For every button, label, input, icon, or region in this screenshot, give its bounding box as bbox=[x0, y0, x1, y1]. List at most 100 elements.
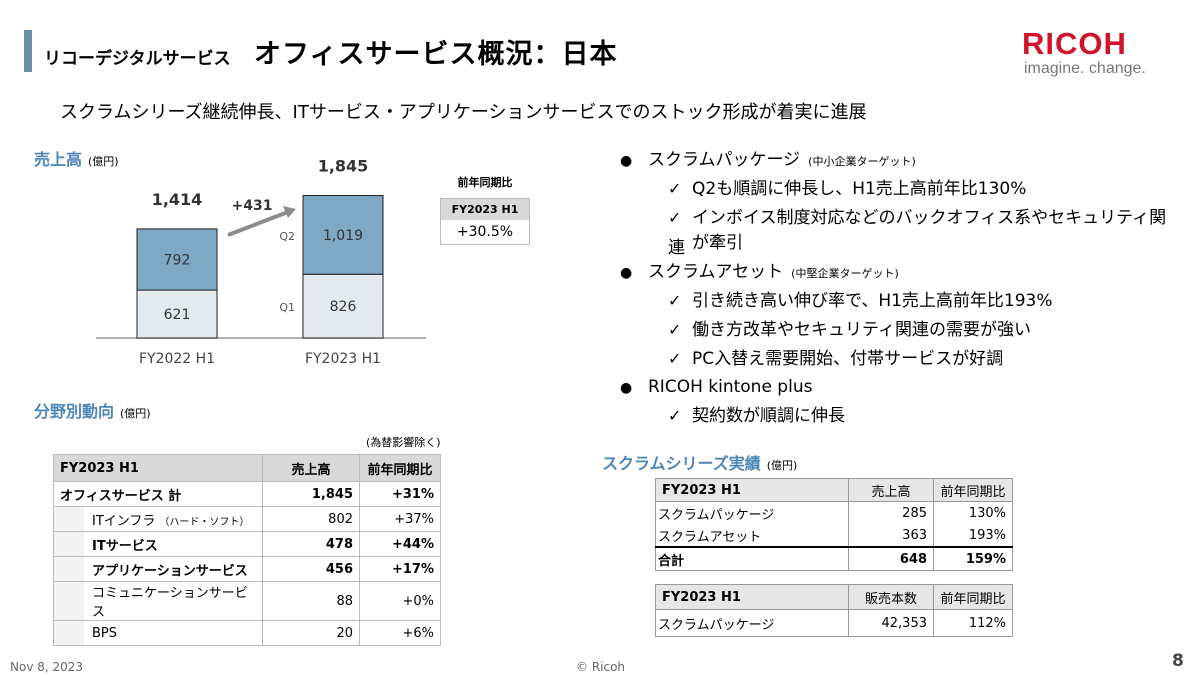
bullet-note: (中堅企業ターゲット) bbox=[791, 267, 899, 280]
table-row: ITインフラ （ハード・ソフト） 802 +37% bbox=[53, 506, 441, 532]
header-yoy: 前年同期比 bbox=[359, 454, 441, 482]
check-icon: ✓ bbox=[668, 291, 682, 310]
delta-arrow-line bbox=[227, 210, 289, 237]
check-item: が牽引 bbox=[620, 232, 1180, 258]
row-units: 42,353 bbox=[848, 609, 934, 637]
bullet-dot-icon: ● bbox=[620, 265, 633, 281]
page-number: 8 bbox=[1172, 651, 1184, 671]
table-row: アプリケーションサービス 456 +17% bbox=[53, 556, 441, 582]
bar-total-1: 1,845 bbox=[318, 160, 369, 176]
scrum-table-header: FY2023 H1 売上高 前年同期比 bbox=[655, 478, 1013, 502]
bar-q2-1 bbox=[302, 195, 384, 275]
segment-title-text: 分野別動向 bbox=[34, 402, 115, 421]
check-item: ✓ 働き方改革やセキュリティ関連の需要が強い bbox=[620, 315, 1180, 344]
footer-copyright: © Ricoh bbox=[576, 660, 626, 674]
row-label: アプリケーションサービス bbox=[53, 556, 263, 582]
segment-section-title: 分野別動向 (億円) bbox=[34, 398, 151, 422]
header-yoy: 前年同期比 bbox=[933, 478, 1013, 502]
bar-label-q2-1: 1,019 bbox=[323, 228, 363, 244]
row-yoy: +6% bbox=[359, 620, 441, 646]
row-label-text: ITサービス bbox=[92, 538, 158, 554]
bullet-dot-icon: ● bbox=[620, 380, 633, 396]
scrum-results-table: FY2023 H1 売上高 前年同期比 スクラムパッケージ 285 130% スクラムアセッ… bbox=[655, 478, 1013, 571]
row-label: BPS bbox=[53, 620, 263, 646]
title-accent-bar bbox=[24, 30, 32, 72]
row-yoy: +0% bbox=[359, 581, 441, 621]
row-label-text: ITインフラ bbox=[92, 513, 156, 529]
row-sublabel: （ハード・ソフト） bbox=[159, 516, 250, 528]
yoy-box-header: 前年同期比 bbox=[457, 176, 513, 189]
category-label-0: FY2022 H1 bbox=[139, 351, 215, 367]
page-title: オフィスサービス概況：日本 bbox=[254, 39, 618, 70]
fx-note: (為替影響除く) bbox=[366, 436, 441, 449]
row-label-text: コミュニケーションサービス bbox=[92, 586, 248, 620]
check-icon: ✓ bbox=[668, 406, 682, 425]
bar-label-q1-1: 826 bbox=[330, 299, 357, 315]
header-sales: 売上高 bbox=[262, 454, 360, 482]
row-label: オフィスサービス 計 bbox=[53, 481, 263, 507]
row-label: コミュニケーションサービス bbox=[53, 581, 263, 621]
row-sales: 648 bbox=[848, 546, 934, 571]
row-yoy: 193% bbox=[933, 524, 1013, 547]
category-label-1: FY2023 H1 bbox=[305, 351, 381, 367]
check-text: 引き続き高い伸び率で、H1売上高前年比193% bbox=[692, 291, 1053, 311]
row-sales: 478 bbox=[262, 531, 360, 557]
segment-unit: (億円) bbox=[120, 407, 151, 420]
row-yoy: +31% bbox=[359, 481, 441, 507]
row-label: ITインフラ （ハード・ソフト） bbox=[53, 506, 263, 532]
row-yoy: +17% bbox=[359, 556, 441, 582]
check-text: PC入替え需要開始、付帯サービスが好調 bbox=[692, 349, 1004, 369]
sales-unit: (億円) bbox=[88, 155, 119, 168]
row-yoy: 112% bbox=[933, 609, 1013, 637]
bullet-note: (中小企業ターゲット) bbox=[808, 155, 916, 168]
check-text: インボイス制度対応などのバックオフィス系やセキュリティ関連 bbox=[668, 208, 1167, 258]
row-sales: 285 bbox=[848, 501, 934, 524]
table-row: BPS 20 +6% bbox=[53, 620, 441, 646]
bar-label-q1-0: 621 bbox=[164, 307, 191, 323]
row-sales: 88 bbox=[262, 581, 360, 621]
check-icon: ✓ bbox=[668, 349, 682, 368]
row-sales: 20 bbox=[262, 620, 360, 646]
header-units: 販売本数 bbox=[848, 584, 934, 610]
check-item: ✓ 契約数が順調に伸長 bbox=[620, 401, 1180, 430]
header-period: FY2023 H1 bbox=[53, 454, 263, 482]
yoy-box-period: FY2023 H1 bbox=[441, 199, 529, 220]
check-item: ✓ PC入替え需要開始、付帯サービスが好調 bbox=[620, 344, 1180, 373]
check-text: 働き方改革やセキュリティ関連の需要が強い bbox=[692, 320, 1031, 340]
row-yoy: +37% bbox=[359, 506, 441, 532]
yoy-box-value: +30.5% bbox=[456, 224, 514, 240]
row-sales: 802 bbox=[262, 506, 360, 532]
segment-table-header: FY2023 H1 売上高 前年同期比 bbox=[53, 454, 441, 482]
bar-q1-0 bbox=[136, 289, 218, 339]
row-yoy: 130% bbox=[933, 501, 1013, 524]
header-sales: 売上高 bbox=[848, 478, 934, 502]
table-row: コミュニケーションサービス 88 +0% bbox=[53, 581, 441, 621]
check-text: Q2も順調に伸長し、H1売上高前年比130% bbox=[692, 179, 1027, 199]
header-yoy: 前年同期比 bbox=[933, 584, 1013, 610]
check-item: ✓ Q2も順調に伸長し、H1売上高前年比130% bbox=[620, 174, 1180, 203]
scrum-units-table: FY2023 H1 販売本数 前年同期比 スクラムパッケージ 42,353 112% bbox=[655, 584, 1013, 637]
row-label: 合計 bbox=[655, 546, 849, 571]
bar-q1-1 bbox=[302, 273, 384, 339]
page-subtitle: リコーデジタルサービス bbox=[44, 49, 231, 69]
table-row: オフィスサービス 計 1,845 +31% bbox=[53, 481, 441, 507]
row-label: スクラムパッケージ bbox=[655, 609, 849, 637]
check-item: ✓ インボイス制度対応などのバックオフィス系やセキュリティ関連 bbox=[620, 203, 1180, 258]
row-sales: 456 bbox=[262, 556, 360, 582]
row-yoy: 159% bbox=[933, 546, 1013, 571]
series-label-q1: Q1 bbox=[279, 301, 295, 314]
series-label-q2: Q2 bbox=[279, 230, 295, 243]
row-label-text: BPS bbox=[92, 625, 118, 641]
check-item: ✓ 引き続き高い伸び率で、H1売上高前年比193% bbox=[620, 286, 1180, 315]
row-sales: 1,845 bbox=[262, 481, 360, 507]
bullet-text: RICOH kintone plus bbox=[648, 377, 813, 397]
bullet-text: スクラムパッケージ bbox=[648, 150, 801, 170]
bullet-item: ● スクラムパッケージ (中小企業ターゲット) bbox=[620, 146, 1180, 174]
check-icon: ✓ bbox=[668, 179, 682, 198]
table-row: 合計 648 159% bbox=[655, 546, 1013, 571]
row-label-text: オフィスサービス 計 bbox=[60, 488, 182, 504]
header-period: FY2023 H1 bbox=[655, 478, 849, 502]
bullet-item: ● スクラムアセット (中堅企業ターゲット) bbox=[620, 258, 1180, 286]
yoy-box: 前年同期比 FY2023 H1 +30.5% bbox=[440, 174, 530, 245]
row-label: スクラムアセット bbox=[655, 524, 849, 547]
